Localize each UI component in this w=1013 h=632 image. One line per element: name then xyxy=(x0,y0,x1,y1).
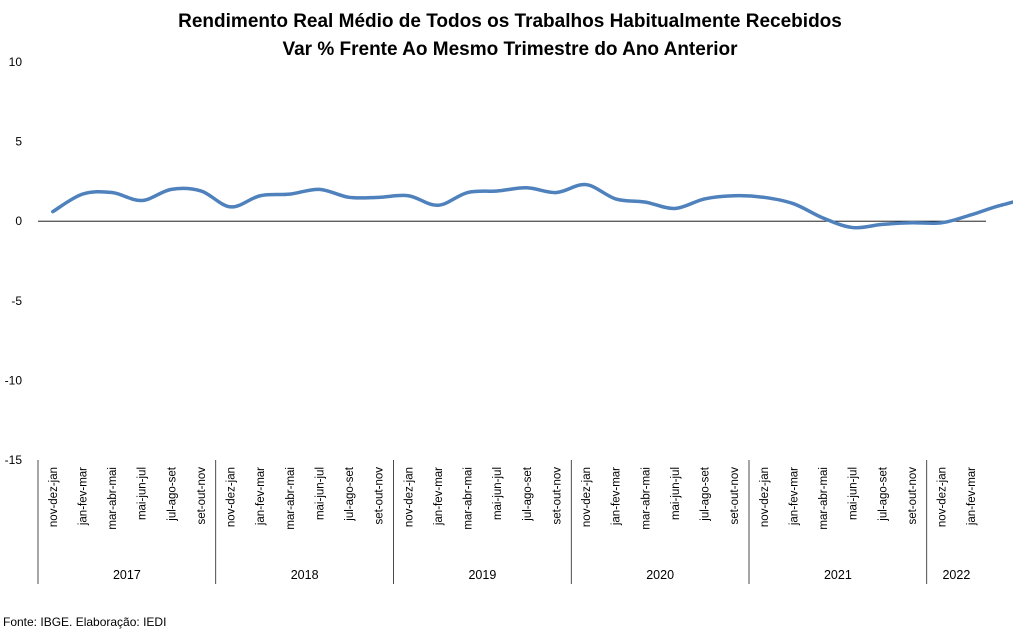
y-tick-label: 5 xyxy=(15,135,22,149)
data-point xyxy=(999,204,1002,207)
x-tick-label: mar-abr-mai xyxy=(107,467,119,530)
x-tick-label: mar-abr-mai xyxy=(285,467,297,530)
x-tick-label: jul-ago-set xyxy=(166,466,178,521)
x-tick-label: set-out-nov xyxy=(907,467,919,525)
data-point xyxy=(703,197,706,200)
x-tick-label: nov-dez-jan xyxy=(937,467,949,527)
year-label: 2019 xyxy=(468,568,496,582)
data-point xyxy=(881,223,884,226)
x-tick-label: set-out-nov xyxy=(551,467,563,525)
x-tick-label: jan-fev-mar xyxy=(966,467,978,526)
data-point xyxy=(792,202,795,205)
x-tick-label: mar-abr-mai xyxy=(640,467,652,530)
x-tick-label: nov-dez-jan xyxy=(403,467,415,527)
x-tick-label: set-out-nov xyxy=(729,467,741,525)
data-point xyxy=(525,186,528,189)
x-tick-label: set-out-nov xyxy=(374,467,386,525)
y-tick-label: -15 xyxy=(5,453,23,467)
data-point xyxy=(614,197,617,200)
series-line xyxy=(51,182,1013,230)
data-point xyxy=(762,196,765,199)
data-point xyxy=(229,205,232,208)
data-point xyxy=(170,188,173,191)
data-point xyxy=(81,193,84,196)
data-point xyxy=(140,199,143,202)
data-point xyxy=(910,221,913,224)
x-tick-label: mar-abr-mai xyxy=(818,467,830,530)
x-tick-label: mai-jun-jul xyxy=(137,467,149,520)
data-point xyxy=(466,191,469,194)
data-point xyxy=(318,188,321,191)
x-tick-label: jan-fev-mar xyxy=(611,467,623,526)
year-label: 2018 xyxy=(291,568,319,582)
year-label: 2022 xyxy=(942,568,970,582)
x-tick-label: nov-dez-jan xyxy=(226,467,238,527)
x-tick-label: jul-ago-set xyxy=(700,466,712,521)
x-tick-label: mar-abr-mai xyxy=(463,467,475,530)
source-note: Fonte: IBGE. Elaboração: IEDI xyxy=(3,615,166,629)
x-tick-label: mai-jun-jul xyxy=(492,467,504,520)
data-point xyxy=(348,196,351,199)
x-tick-label: nov-dez-jan xyxy=(48,467,60,527)
plot-area xyxy=(38,182,1013,230)
x-tick-label: mai-jun-jul xyxy=(314,467,326,520)
data-point xyxy=(436,204,439,207)
x-tick-label: jan-fev-mar xyxy=(788,467,800,526)
x-tick-label: nov-dez-jan xyxy=(759,467,771,527)
data-point xyxy=(377,196,380,199)
x-axis: nov-dez-jan jan-fev-mar mar-abr-mai mai-jun… xyxy=(37,460,978,584)
x-tick-label: jan-fev-mar xyxy=(433,467,445,526)
data-point xyxy=(644,201,647,204)
year-label: 2021 xyxy=(824,568,852,582)
data-point xyxy=(673,207,676,210)
data-point xyxy=(940,221,943,224)
chart-subtitle: Var % Frente Ao Mesmo Trimestre do Ano A… xyxy=(282,39,738,60)
data-point xyxy=(51,210,54,213)
data-point xyxy=(259,194,262,197)
x-tick-label: nov-dez-jan xyxy=(581,467,593,527)
y-tick-label: 10 xyxy=(9,55,23,69)
x-tick-label: jul-ago-set xyxy=(344,466,356,521)
data-point xyxy=(970,213,973,216)
x-tick-label: jul-ago-set xyxy=(522,466,534,521)
year-label: 2017 xyxy=(113,568,141,582)
x-tick-label: jul-ago-set xyxy=(877,466,889,521)
x-tick-label: mai-jun-jul xyxy=(670,467,682,520)
y-tick-label: -5 xyxy=(11,294,22,308)
year-label: 2020 xyxy=(646,568,674,582)
data-point xyxy=(199,189,202,192)
data-point xyxy=(496,189,499,192)
x-tick-label: jan-fev-mar xyxy=(255,467,267,526)
y-tick-label: -10 xyxy=(5,373,23,387)
data-point xyxy=(851,226,854,229)
y-tick-label: 0 xyxy=(15,214,22,228)
y-axis: 10 5 0 -5 -10 -15 xyxy=(5,55,23,467)
x-tick-label: set-out-nov xyxy=(196,467,208,525)
data-point xyxy=(111,191,114,194)
data-point xyxy=(288,193,291,196)
chart-title: Rendimento Real Médio de Todos os Trabal… xyxy=(178,11,842,32)
x-tick-label: jan-fev-mar xyxy=(77,467,89,526)
data-point xyxy=(407,194,410,197)
x-tick-label: mai-jun-jul xyxy=(848,467,860,520)
data-point xyxy=(555,191,558,194)
data-point xyxy=(585,183,588,186)
data-point xyxy=(733,194,736,197)
data-point xyxy=(822,217,825,220)
